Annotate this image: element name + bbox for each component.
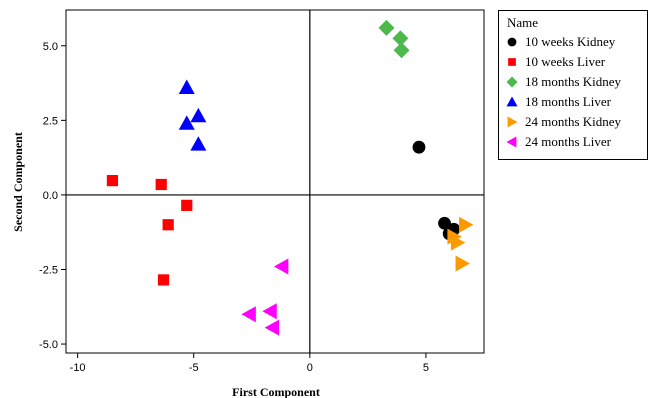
legend-title: Name bbox=[507, 15, 539, 30]
data-point bbox=[262, 303, 277, 320]
legend-item: 18 months Liver bbox=[505, 93, 611, 111]
series-0 bbox=[412, 140, 461, 241]
legend-marker-shape bbox=[506, 96, 518, 107]
data-point bbox=[438, 216, 451, 230]
data-point bbox=[378, 19, 395, 36]
y-tick-label: 2.5 bbox=[43, 115, 58, 127]
data-point bbox=[190, 107, 207, 123]
data-point bbox=[241, 306, 256, 323]
legend-label: 18 months Liver bbox=[525, 94, 611, 109]
y-tick-label: 5.0 bbox=[43, 41, 58, 53]
legend-marker bbox=[507, 116, 518, 128]
data-point bbox=[190, 136, 207, 151]
data-point bbox=[450, 234, 466, 251]
data-point bbox=[273, 258, 289, 275]
data-point bbox=[412, 140, 426, 154]
legend-item: 10 weeks Kidney bbox=[505, 33, 615, 51]
data-point bbox=[181, 199, 193, 211]
data-point bbox=[157, 274, 170, 286]
plot-area bbox=[65, 9, 485, 354]
data-point bbox=[393, 42, 410, 59]
series-5 bbox=[241, 258, 289, 336]
legend-marker bbox=[506, 96, 518, 107]
legend: Name 10 weeks Kidney 10 weeks Liver 18 mon… bbox=[498, 10, 648, 160]
legend-marker-shape bbox=[508, 58, 516, 66]
series-3 bbox=[178, 79, 207, 151]
data-point bbox=[178, 115, 195, 130]
legend-label: 10 weeks Kidney bbox=[525, 34, 616, 49]
x-tick-label: -5 bbox=[189, 362, 199, 374]
legend-marker bbox=[507, 37, 517, 47]
x-tick-label: 5 bbox=[423, 362, 429, 374]
plot-frame bbox=[65, 9, 485, 354]
data-point bbox=[162, 219, 174, 231]
reference-lines bbox=[66, 10, 484, 353]
series-4 bbox=[447, 216, 474, 272]
legend-label: 24 months Kidney bbox=[525, 114, 622, 129]
legend-marker bbox=[506, 136, 517, 148]
legend-marker bbox=[508, 58, 516, 66]
legend-marker-shape bbox=[507, 37, 517, 47]
legend-label: 18 months Kidney bbox=[525, 74, 622, 89]
series-1 bbox=[106, 175, 193, 286]
data-point bbox=[455, 255, 470, 272]
legend-item: 18 months Kidney bbox=[505, 73, 621, 91]
legend-marker-shape bbox=[506, 136, 517, 148]
legend-item: 10 weeks Liver bbox=[505, 53, 605, 71]
legend-marker-shape bbox=[507, 116, 518, 128]
series-2 bbox=[378, 19, 410, 59]
data-points bbox=[106, 19, 474, 336]
y-axis: -5.0 -2.5 0.0 2.5 5.0 bbox=[39, 41, 66, 351]
y-axis-title: Second Component bbox=[11, 132, 25, 232]
y-tick-label: -5.0 bbox=[39, 339, 58, 351]
data-point bbox=[264, 319, 280, 336]
x-axis-title: First Component bbox=[232, 385, 320, 398]
data-point bbox=[155, 178, 167, 191]
data-point bbox=[392, 30, 409, 47]
legend-label: 24 months Liver bbox=[525, 134, 611, 149]
legend-marker-shape bbox=[506, 76, 518, 88]
data-point bbox=[178, 79, 195, 94]
x-axis: -10 -5 0 5 bbox=[70, 353, 429, 374]
y-tick-label: 0.0 bbox=[43, 190, 58, 202]
data-point bbox=[459, 216, 474, 233]
legend-label: 10 weeks Liver bbox=[525, 54, 606, 69]
legend-item: 24 months Liver bbox=[505, 133, 611, 151]
data-point bbox=[106, 175, 119, 187]
legend-item: 24 months Kidney bbox=[505, 113, 621, 131]
legend-marker bbox=[506, 76, 518, 88]
x-tick-label: 0 bbox=[307, 362, 313, 374]
x-tick-label: -10 bbox=[70, 362, 86, 374]
y-tick-label: -2.5 bbox=[39, 264, 58, 276]
